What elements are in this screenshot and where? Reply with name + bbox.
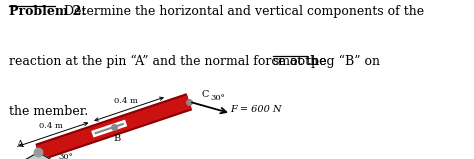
- Text: F = 600 N: F = 600 N: [230, 105, 282, 114]
- Text: smooth: smooth: [273, 55, 319, 68]
- Text: 30°: 30°: [59, 153, 73, 159]
- Text: Determine the horizontal and vertical components of the: Determine the horizontal and vertical co…: [56, 5, 424, 18]
- Text: C: C: [201, 90, 209, 99]
- Text: A: A: [17, 140, 24, 149]
- Text: reaction at the pin “A” and the normal force at the: reaction at the pin “A” and the normal f…: [9, 55, 330, 68]
- Text: 30°: 30°: [210, 94, 225, 102]
- Text: the member.: the member.: [9, 105, 88, 118]
- Text: 0.4 m: 0.4 m: [38, 122, 63, 130]
- Text: 0.4 m: 0.4 m: [114, 97, 138, 105]
- Text: peg “B” on: peg “B” on: [307, 55, 380, 68]
- Text: Problem 2:: Problem 2:: [9, 5, 85, 18]
- Polygon shape: [24, 152, 53, 159]
- Text: B: B: [113, 135, 120, 143]
